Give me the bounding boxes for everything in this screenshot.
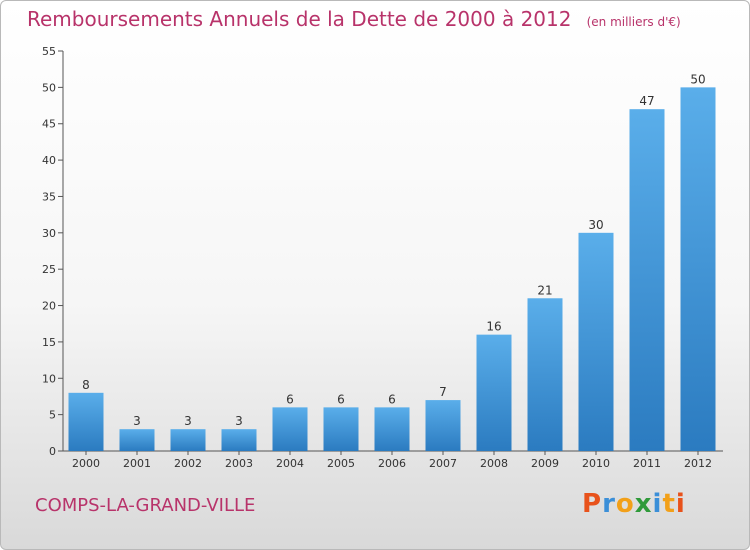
x-tick-label: 2011 <box>633 457 661 470</box>
chart-axes: 0 5 10 15 20 25 30 35 40 45 50 55 2000 2001 2002 2003 20… <box>42 45 723 470</box>
x-tick-label: 2010 <box>582 457 610 470</box>
x-tick-label: 2005 <box>327 457 355 470</box>
y-tick-label: 35 <box>42 190 56 203</box>
bar <box>425 400 461 451</box>
x-tick-label: 2003 <box>225 457 253 470</box>
bar-value-label: 3 <box>235 414 243 428</box>
bar-value-label: 6 <box>388 392 396 406</box>
y-tick-label: 50 <box>42 81 56 94</box>
chart-bars: 8 3 3 3 6 6 6 7 16 21 30 47 50 <box>68 72 716 451</box>
bar-value-label: 8 <box>82 378 90 392</box>
bar-value-label: 3 <box>184 414 192 428</box>
logo-letter: r <box>602 489 616 519</box>
x-tick-label: 2000 <box>72 457 100 470</box>
bar <box>374 407 410 451</box>
logo-letter: x <box>634 489 653 519</box>
bar-value-label: 21 <box>537 283 552 297</box>
y-tick-label: 20 <box>42 300 56 313</box>
bar <box>170 429 206 451</box>
x-tick-label: 2004 <box>276 457 304 470</box>
bar <box>323 407 359 451</box>
x-tick-label: 2009 <box>531 457 559 470</box>
bar-value-label: 50 <box>690 72 705 86</box>
bar <box>578 232 614 451</box>
bar <box>119 429 155 451</box>
y-tick-label: 45 <box>42 118 56 131</box>
bar-value-label: 6 <box>286 392 294 406</box>
logo-letter: P <box>582 489 603 519</box>
y-tick-label: 10 <box>42 372 56 385</box>
bar <box>629 109 665 451</box>
x-tick-label: 2006 <box>378 457 406 470</box>
bar-value-label: 3 <box>133 414 141 428</box>
bar-value-label: 7 <box>439 385 447 399</box>
bar <box>272 407 308 451</box>
x-tick-label: 2007 <box>429 457 457 470</box>
bar-value-label: 30 <box>588 218 603 232</box>
bar <box>476 334 512 451</box>
chart-title: Remboursements Annuels de la Dette de 20… <box>27 7 572 31</box>
proxiti-logo: Proxiti <box>582 489 686 519</box>
logo-letter: i <box>652 489 663 519</box>
y-tick-label: 30 <box>42 227 56 240</box>
logo-letter: i <box>675 489 686 519</box>
bar-value-label: 16 <box>486 320 501 334</box>
x-tick-label: 2001 <box>123 457 151 470</box>
bar <box>527 298 563 451</box>
logo-letter: o <box>615 489 635 519</box>
y-tick-label: 25 <box>42 263 56 276</box>
x-tick-label: 2002 <box>174 457 202 470</box>
bar <box>221 429 257 451</box>
x-tick-label: 2012 <box>684 457 712 470</box>
bar <box>68 392 104 451</box>
y-tick-label: 55 <box>42 45 56 58</box>
commune-name: COMPS-LA-GRAND-VILLE <box>35 495 256 516</box>
y-tick-label: 15 <box>42 336 56 349</box>
bar <box>680 87 716 451</box>
logo-letter: t <box>662 489 676 519</box>
bar-value-label: 47 <box>639 94 654 108</box>
chart-title-block: Remboursements Annuels de la Dette de 20… <box>27 7 681 31</box>
bar-value-label: 6 <box>337 392 345 406</box>
x-tick-label: 2008 <box>480 457 508 470</box>
y-tick-label: 40 <box>42 154 56 167</box>
chart-unit-note: (en milliers d'€) <box>586 15 681 29</box>
y-tick-label: 5 <box>49 409 56 422</box>
y-tick-label: 0 <box>49 445 56 458</box>
